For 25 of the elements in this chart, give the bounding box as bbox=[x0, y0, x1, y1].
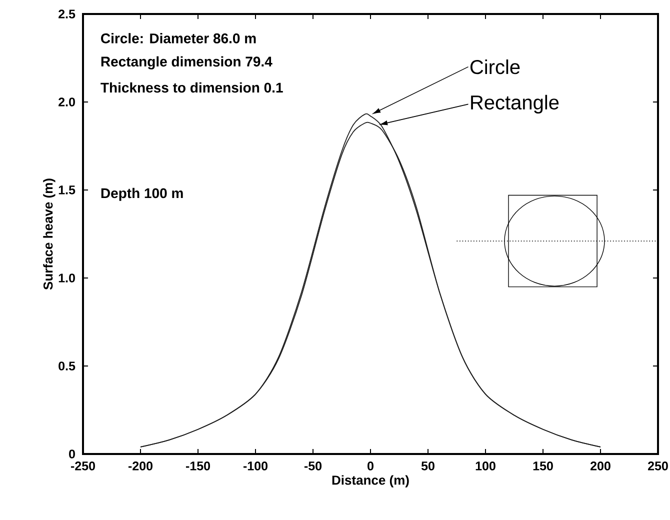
x-tick-label: -200 bbox=[128, 462, 152, 470]
x-tick-label: 250 bbox=[648, 462, 668, 470]
annotation: Circle: Diameter 86.0 m bbox=[101, 33, 256, 44]
y-tick-label: 1.0 bbox=[58, 274, 75, 282]
y-tick-label: 1.5 bbox=[58, 186, 76, 194]
x-tick-label: -150 bbox=[186, 462, 210, 470]
annotation: Thickness to dimension 0.1 bbox=[100, 82, 283, 93]
annotation: Depth 100 m bbox=[101, 188, 183, 201]
x-tick-label: 200 bbox=[590, 462, 610, 470]
y-tick-label: 0 bbox=[69, 450, 75, 458]
y-tick-label: 0.5 bbox=[58, 362, 76, 370]
y-axis-title: Surface heave (m) bbox=[43, 178, 56, 290]
x-tick-label: 0 bbox=[368, 462, 374, 470]
x-tick-label: 100 bbox=[476, 462, 496, 470]
x-axis-title: Distance (m) bbox=[332, 475, 409, 488]
x-tick-label: 50 bbox=[421, 462, 434, 470]
y-tick-label: 2.0 bbox=[58, 98, 75, 106]
y-tick-label: 2.5 bbox=[58, 10, 76, 18]
x-tick-label: -50 bbox=[304, 462, 322, 470]
x-tick-label: -250 bbox=[70, 462, 95, 470]
x-tick-label: 150 bbox=[533, 462, 553, 470]
annotation: Rectangle dimension 79.4 bbox=[101, 56, 272, 70]
text: Rectangle bbox=[471, 94, 559, 114]
x-tick-label: -100 bbox=[243, 462, 268, 470]
text: Circle bbox=[470, 59, 520, 74]
